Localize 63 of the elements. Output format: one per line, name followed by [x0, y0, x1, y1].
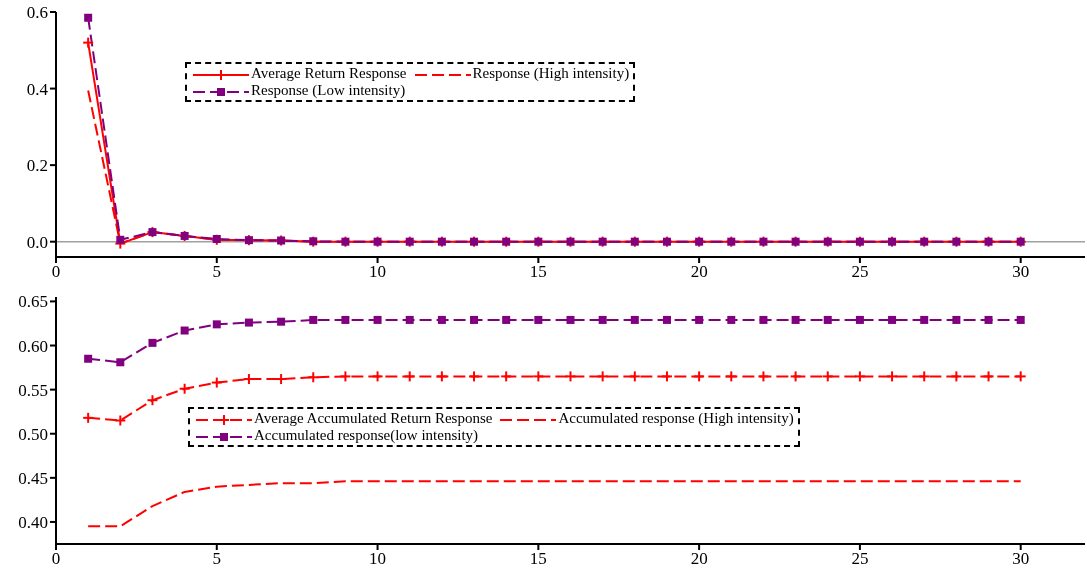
legend-label: Average Return Response [251, 65, 407, 81]
point [277, 317, 286, 326]
point [502, 315, 511, 324]
x-tick-label: 15 [529, 262, 547, 282]
x-tick-label: 5 [212, 549, 222, 569]
x-tick-label: 0 [51, 262, 61, 282]
point [920, 315, 929, 324]
point [952, 315, 961, 324]
y-tick-label: 0.2 [26, 156, 48, 176]
point [84, 13, 93, 22]
point [341, 315, 350, 324]
point [116, 358, 125, 367]
point [470, 315, 479, 324]
point [373, 315, 382, 324]
x-tick-label: 20 [690, 262, 708, 282]
x-tick-label: 30 [1012, 549, 1030, 569]
legend-label: Average Accumulated Return Response [254, 410, 493, 426]
x-tick-label: 30 [1012, 262, 1030, 282]
x-tick-label: 5 [212, 262, 222, 282]
line-series [87, 480, 1022, 528]
x-tick-label: 0 [51, 549, 61, 569]
point [662, 315, 671, 324]
x-tick-label: 25 [851, 262, 869, 282]
x-tick-label: 20 [690, 549, 708, 569]
point [84, 354, 93, 363]
point [727, 315, 736, 324]
point [984, 315, 993, 324]
point [759, 315, 768, 324]
y-tick-label: 0.55 [18, 380, 48, 400]
x-tick-label: 25 [851, 549, 869, 569]
x-tick-label: 10 [369, 549, 387, 569]
point [598, 315, 607, 324]
point [180, 326, 189, 335]
point [695, 315, 704, 324]
point [855, 315, 864, 324]
point [1016, 315, 1025, 324]
legend-label: Accumulated response (High intensity) [558, 410, 794, 426]
y-tick-label: 0.65 [18, 292, 48, 312]
point [244, 318, 253, 327]
legend-label: Response (High intensity) [472, 65, 630, 81]
point [309, 315, 318, 324]
point [116, 235, 125, 244]
point [566, 315, 575, 324]
legend-label: Accumulated response(low intensity) [254, 427, 479, 443]
y-tick-label: 0.50 [18, 424, 48, 444]
y-tick-label: 0.0 [26, 232, 48, 252]
x-tick-label: 15 [529, 549, 547, 569]
point [823, 315, 832, 324]
point [405, 315, 414, 324]
y-tick-label: 0.45 [18, 468, 48, 488]
y-tick-label: 0.60 [18, 336, 48, 356]
point [630, 315, 639, 324]
point [437, 315, 446, 324]
point [534, 315, 543, 324]
y-tick-label: 0.40 [18, 512, 48, 532]
x-tick-label: 10 [369, 262, 387, 282]
point [888, 315, 897, 324]
y-tick-label: 0.6 [26, 3, 48, 23]
point [212, 320, 221, 329]
y-tick-label: 0.4 [26, 79, 49, 99]
legend-label: Response (Low intensity) [251, 82, 406, 98]
point [148, 338, 157, 347]
point [791, 315, 800, 324]
